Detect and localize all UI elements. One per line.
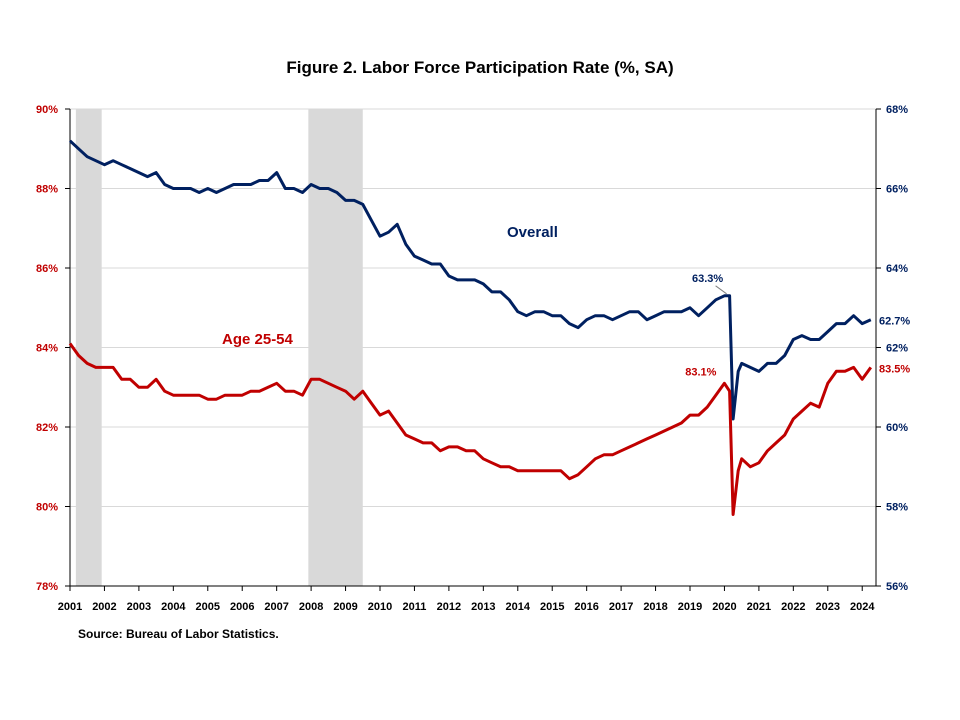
annotation-leader-line bbox=[715, 285, 727, 295]
source-note: Source: Bureau of Labor Statistics. bbox=[78, 627, 279, 641]
x-tick-label: 2018 bbox=[643, 601, 667, 613]
x-tick-label: 2002 bbox=[92, 601, 116, 613]
y-left-tick-label: 88% bbox=[36, 184, 58, 196]
y-right-tick-label: 56% bbox=[886, 581, 908, 593]
y-right-tick-label: 64% bbox=[886, 263, 908, 275]
x-tick-label: 2008 bbox=[299, 601, 323, 613]
x-tick-label: 2020 bbox=[712, 601, 736, 613]
y-right-tick-label: 66% bbox=[886, 184, 908, 196]
x-tick-label: 2015 bbox=[540, 601, 564, 613]
x-tick-label: 2001 bbox=[58, 601, 82, 613]
y-left-tick-label: 80% bbox=[36, 502, 58, 514]
y-left-tick-label: 86% bbox=[36, 263, 58, 275]
y-right-tick-label: 58% bbox=[886, 502, 908, 514]
y-right-tick-label: 68% bbox=[886, 104, 908, 116]
axes: 78% 56% 80% 58% 82% 60% 84% 62% 86% 64% 88% 66% 90% 6… bbox=[36, 104, 908, 613]
gridlines bbox=[70, 108, 876, 507]
x-tick-label: 2013 bbox=[471, 601, 495, 613]
annotation-age-peak: 83.1% bbox=[685, 366, 716, 378]
series-line-overall bbox=[68, 139, 872, 421]
x-tick-label: 2007 bbox=[264, 601, 288, 613]
series-line-age-25-54 bbox=[68, 342, 873, 516]
annotation-overall-peak: 63.3% bbox=[692, 273, 723, 285]
x-tick-label: 2024 bbox=[850, 601, 875, 613]
x-tick-label: 2009 bbox=[333, 601, 357, 613]
x-tick-label: 2006 bbox=[230, 601, 254, 613]
x-tick-label: 2021 bbox=[747, 601, 771, 613]
series-label-overall: Overall bbox=[507, 224, 558, 241]
x-tick-label: 2023 bbox=[816, 601, 840, 613]
series-lines bbox=[68, 139, 873, 516]
y-right-tick-label: 60% bbox=[886, 422, 908, 434]
series-label-age-25-54: Age 25-54 bbox=[222, 331, 294, 348]
x-tick-label: 2004 bbox=[161, 601, 186, 613]
x-tick-label: 2012 bbox=[437, 601, 461, 613]
y-left-tick-label: 90% bbox=[36, 104, 58, 116]
x-tick-label: 2011 bbox=[403, 601, 427, 613]
x-tick-label: 2003 bbox=[127, 601, 151, 613]
x-tick-label: 2005 bbox=[196, 601, 220, 613]
x-tick-label: 2010 bbox=[368, 601, 392, 613]
x-tick-label: 2016 bbox=[574, 601, 598, 613]
y-left-tick-label: 82% bbox=[36, 422, 58, 434]
y-left-tick-label: 84% bbox=[36, 343, 58, 355]
y-left-tick-label: 78% bbox=[36, 581, 58, 593]
x-tick-label: 2014 bbox=[506, 601, 531, 613]
x-tick-label: 2022 bbox=[781, 601, 805, 613]
annotations: Overall Age 25-54 63.3% 62.7% 83.1% 83.5% bbox=[222, 224, 910, 378]
y-right-tick-label: 62% bbox=[886, 343, 908, 355]
x-tick-label: 2019 bbox=[678, 601, 702, 613]
annotation-overall-end: 62.7% bbox=[879, 316, 910, 328]
chart-title: Figure 2. Labor Force Participation Rate… bbox=[286, 58, 674, 77]
annotation-age-end: 83.5% bbox=[879, 363, 910, 375]
x-tick-label: 2017 bbox=[609, 601, 633, 613]
